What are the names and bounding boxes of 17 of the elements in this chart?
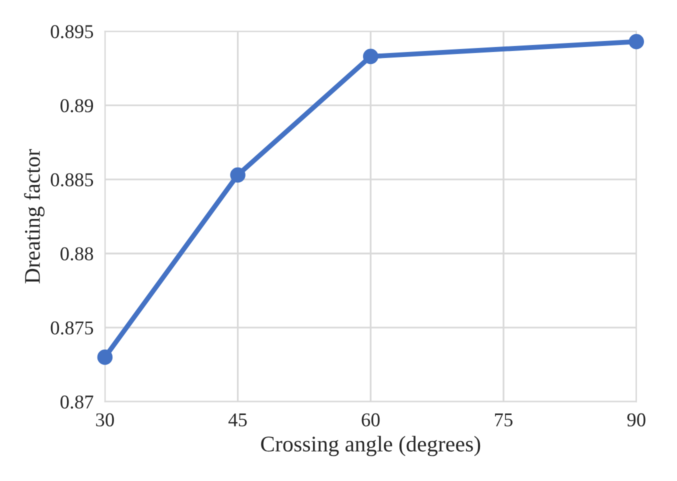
y-tick-label: 0.885 — [50, 173, 94, 186]
y-tick-label: 0.89 — [60, 99, 94, 112]
x-tick-label: 30 — [96, 413, 114, 426]
point — [97, 350, 113, 365]
y-tick-label: 0.895 — [50, 25, 94, 38]
y-tick-label: 0.88 — [60, 247, 94, 261]
point — [363, 48, 378, 64]
x-tick-label: 45 — [228, 413, 247, 426]
y-tick-label: 0.875 — [50, 321, 94, 335]
point — [628, 34, 644, 50]
x-tick-label: 75 — [495, 414, 512, 426]
x-tick-label: 90 — [627, 413, 646, 426]
y-tick-label: 0.87 — [60, 395, 94, 409]
x-tick-label: 60 — [362, 413, 380, 426]
y-axis-title: Dreating factor — [24, 149, 45, 284]
point — [230, 167, 246, 183]
x-axis-title: Crossing angle (degrees) — [261, 436, 480, 456]
